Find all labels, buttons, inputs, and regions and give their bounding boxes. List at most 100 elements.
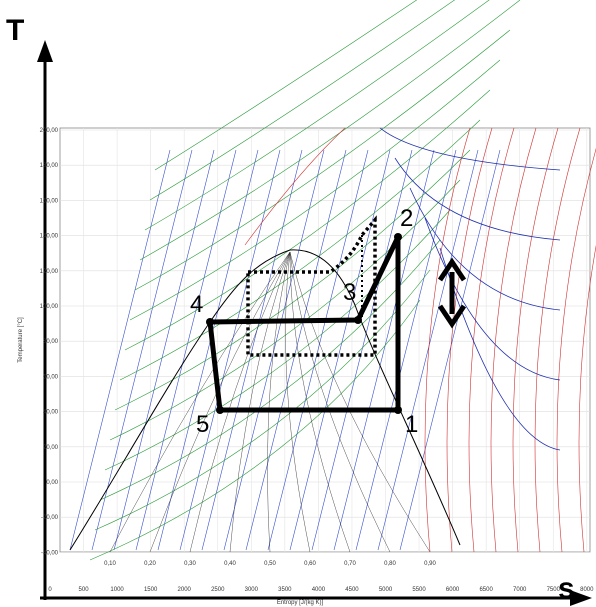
blue-isoline bbox=[311, 149, 413, 551]
x-tick-label: 1500 bbox=[144, 587, 158, 593]
cycle bbox=[207, 234, 401, 413]
quality-label: 0,30 bbox=[184, 561, 196, 567]
blue-isoline bbox=[399, 149, 501, 551]
point-marker bbox=[216, 406, 224, 414]
blue-isoline bbox=[69, 149, 171, 551]
blue-isoline bbox=[289, 149, 391, 551]
quality-line bbox=[289, 251, 431, 553]
y-tick-label: 20,00 bbox=[43, 445, 59, 451]
enthalpy-line bbox=[439, 247, 561, 451]
x-tick-label: 6000 bbox=[446, 587, 460, 593]
x-tick-label: 2500 bbox=[211, 587, 225, 593]
red-isoline bbox=[534, 127, 581, 553]
red-isoline bbox=[446, 127, 493, 553]
quality-line bbox=[289, 251, 351, 553]
point-marker bbox=[394, 406, 402, 414]
y-tick-label: 0,00 bbox=[46, 480, 58, 486]
green-isoline bbox=[89, 299, 421, 561]
quality-line bbox=[267, 251, 291, 553]
point-marker bbox=[394, 233, 402, 241]
quality-label: 0,90 bbox=[424, 561, 436, 567]
quality-label: 0,70 bbox=[344, 561, 356, 567]
x-tick-label: 4500 bbox=[345, 587, 359, 593]
red-isoline bbox=[468, 127, 515, 553]
y-tick-label: -20,00 bbox=[41, 515, 59, 521]
blue-isoline bbox=[135, 149, 237, 551]
green-isoline bbox=[154, 0, 418, 171]
y-tick-label: 180,00 bbox=[40, 163, 59, 169]
blue-isoline bbox=[377, 149, 479, 551]
x-arrow bbox=[570, 590, 592, 606]
plot-frame bbox=[59, 127, 591, 553]
x-tick-label: 1000 bbox=[110, 587, 124, 593]
red-isoline bbox=[424, 127, 471, 553]
double-arrow bbox=[437, 257, 467, 329]
point-label: 3 bbox=[343, 279, 356, 306]
green-isoline bbox=[124, 89, 491, 351]
blue-isoline bbox=[91, 149, 193, 551]
green-isoline bbox=[99, 239, 441, 501]
green-isoline bbox=[114, 149, 471, 411]
red-isoline bbox=[244, 127, 346, 246]
enthalpy-line bbox=[409, 187, 561, 311]
y-tick-label: 100,00 bbox=[40, 304, 59, 310]
red-isoline bbox=[578, 244, 596, 553]
enthalpy-line bbox=[394, 157, 561, 241]
green-isoline bbox=[94, 269, 431, 531]
y-tick-label: 140,00 bbox=[40, 234, 59, 240]
quality-label: 0,50 bbox=[264, 561, 276, 567]
green-isoline bbox=[149, 0, 456, 201]
point-label: 1 bbox=[405, 411, 418, 438]
x-tick-label: 4000 bbox=[312, 587, 326, 593]
blue-isoline bbox=[333, 149, 435, 551]
green-isoline bbox=[129, 59, 501, 321]
green-isoline bbox=[144, 0, 490, 231]
point-label: 4 bbox=[190, 291, 203, 318]
x-tick-label: 0 bbox=[48, 587, 52, 593]
y-arrow bbox=[37, 40, 53, 62]
quality-label: 0,20 bbox=[144, 561, 156, 567]
green-isoline bbox=[119, 119, 481, 381]
x-label: s bbox=[558, 572, 575, 605]
blue-isoline bbox=[355, 149, 457, 551]
quality-line bbox=[109, 251, 291, 553]
x-tick-label: 3000 bbox=[245, 587, 259, 593]
green-isoline bbox=[104, 209, 451, 471]
quality-line bbox=[285, 251, 311, 553]
x-tick-label: 5000 bbox=[379, 587, 393, 593]
x-axis-title: Entropy [J/(kg K)] bbox=[277, 600, 324, 606]
enthalpy-line bbox=[424, 217, 561, 381]
x-tick-label: 6500 bbox=[479, 587, 493, 593]
blue-isoline bbox=[179, 149, 281, 551]
quality-line bbox=[289, 251, 391, 553]
blue-isoline bbox=[223, 149, 325, 551]
y-label: T bbox=[6, 14, 24, 47]
enthalpy-line bbox=[379, 127, 561, 171]
x-tick-label: 7000 bbox=[513, 587, 527, 593]
green-isoline bbox=[109, 179, 461, 441]
quality-label: 0,10 bbox=[104, 561, 116, 567]
blue-isoline bbox=[113, 149, 215, 551]
green-isoline bbox=[139, 0, 521, 261]
x-tick-label: 3500 bbox=[278, 587, 292, 593]
y-axis-title: Temperature [°C] bbox=[18, 317, 24, 363]
blue-isoline bbox=[245, 149, 347, 551]
green-isoline bbox=[134, 29, 511, 291]
point-label: 2 bbox=[400, 205, 413, 232]
blue-isoline bbox=[201, 149, 303, 551]
quality-label: 0,60 bbox=[304, 561, 316, 567]
point-label: 5 bbox=[196, 411, 209, 438]
y-tick-label: 160,00 bbox=[40, 198, 59, 204]
x-tick-label: 500 bbox=[79, 587, 90, 593]
x-tick-label: 8000 bbox=[580, 587, 594, 593]
quality-label: 0,40 bbox=[224, 561, 236, 567]
y-tick-label: 120,00 bbox=[40, 269, 59, 275]
y-tick-label: 40,00 bbox=[43, 410, 59, 416]
x-tick-label: 5500 bbox=[412, 587, 426, 593]
red-isoline bbox=[556, 147, 596, 553]
y-tick-label: 200,00 bbox=[40, 128, 59, 134]
red-isoline bbox=[512, 127, 559, 553]
blue-isoline bbox=[267, 149, 369, 551]
quality-line bbox=[229, 251, 291, 553]
x-tick-label: 7500 bbox=[547, 587, 561, 593]
